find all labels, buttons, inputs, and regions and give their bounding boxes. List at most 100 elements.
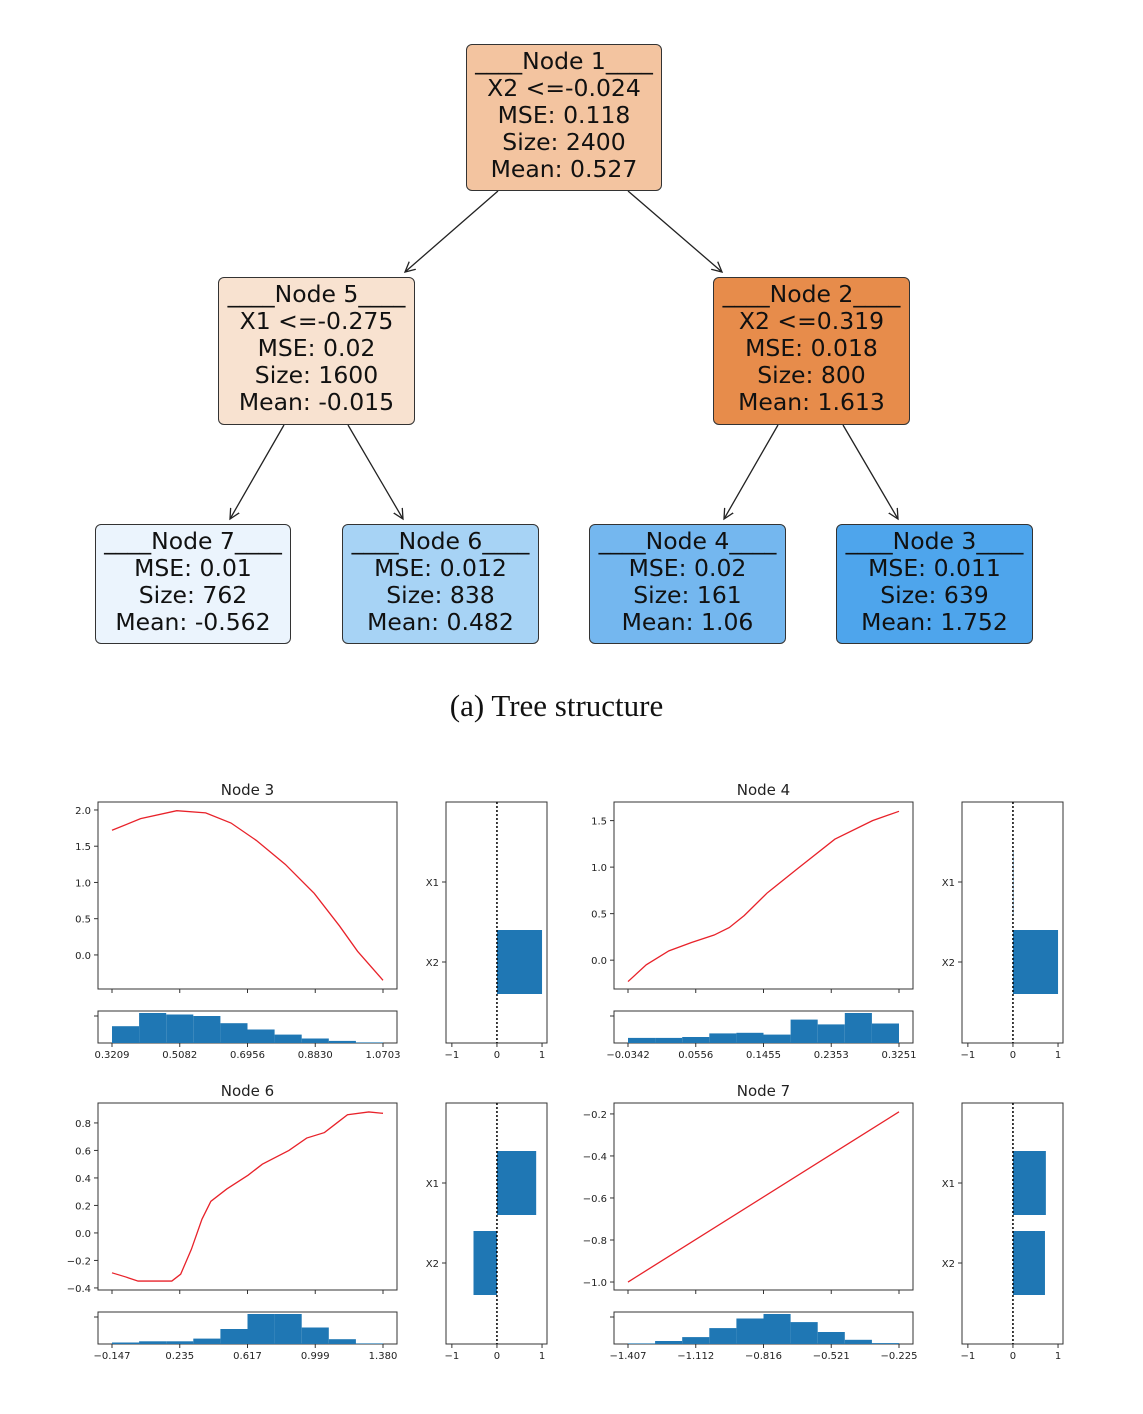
panel-node-7: Node 7 −1.0 −0.8 −0.6 −0.4 −0.2 −1.407 −1.112 −0… xyxy=(583,1082,1064,1362)
histogram-bar xyxy=(139,1341,167,1344)
x-tick-label: −1 xyxy=(444,1351,459,1362)
y-tick-label: 0.5 xyxy=(75,915,91,926)
feature-label: X1 xyxy=(942,1179,955,1190)
node-stat: Size: 639 xyxy=(880,581,989,609)
x-tick-label: 0.3251 xyxy=(882,1050,917,1061)
plot-title: Node 4 xyxy=(737,781,790,799)
node-stat: X1 <=-0.275 xyxy=(239,307,394,335)
edge-arrow xyxy=(405,190,499,272)
histogram-bar xyxy=(871,1023,899,1043)
x-tick-label: −1 xyxy=(444,1050,459,1061)
panel-node-6: Node 6 −0.4 −0.2 0.0 0.2 0.4 0.6 0.8 −0.147 0.235… xyxy=(67,1082,548,1362)
x-tick-label: 0 xyxy=(1010,1050,1016,1061)
histogram-bar xyxy=(355,1042,383,1043)
y-tick-label: 0.6 xyxy=(75,1146,91,1157)
node-stat: Mean: 1.613 xyxy=(738,388,885,416)
y-tick-label: 1.0 xyxy=(75,878,91,889)
tree-node6: ____Node 6____ MSE: 0.012 Size: 838 Mean: 0… xyxy=(342,524,539,644)
importance-bar xyxy=(1012,1231,1045,1295)
node-stat: Mean: 1.752 xyxy=(861,608,1008,636)
histogram-bar xyxy=(247,1029,275,1043)
histogram-bar xyxy=(355,1343,383,1344)
x-tick-label: −1.407 xyxy=(609,1351,646,1362)
histogram-bar xyxy=(112,1026,140,1043)
x-tick-label: 0.1455 xyxy=(746,1050,781,1061)
node-stat: MSE: 0.011 xyxy=(868,554,1001,582)
x-tick-label: −0.225 xyxy=(880,1351,917,1362)
node-stat: Mean: 0.527 xyxy=(490,155,638,183)
tree-node7: ____Node 7____ MSE: 0.01 Size: 762 Mean: -0… xyxy=(95,524,291,644)
x-tick-label: −0.521 xyxy=(813,1351,850,1362)
node-stat: X2 <=0.319 xyxy=(738,307,885,335)
y-tick-label: −0.4 xyxy=(583,1152,607,1163)
histogram-bar xyxy=(139,1013,167,1043)
histogram-bar xyxy=(301,1038,329,1043)
x-tick-label: 0.5082 xyxy=(162,1050,197,1061)
histogram-bar xyxy=(274,1314,302,1344)
y-tick-label: 0.2 xyxy=(75,1201,91,1212)
x-tick-label: 1 xyxy=(1055,1351,1061,1362)
node-stat: Mean: 1.06 xyxy=(621,608,754,636)
tree-node2: ____Node 2____ X2 <=0.319 MSE: 0.018 Size: … xyxy=(713,277,910,425)
feature-label: X1 xyxy=(426,878,439,889)
edge-arrow xyxy=(230,424,285,519)
feature-label: X2 xyxy=(942,958,955,969)
y-tick-label: −0.2 xyxy=(583,1110,607,1121)
y-tick-label: 0.5 xyxy=(591,910,607,921)
histogram-bar xyxy=(166,1341,194,1344)
y-tick-label: −0.4 xyxy=(67,1284,91,1295)
x-tick-label: −0.0342 xyxy=(606,1050,649,1061)
y-tick-label: 0.8 xyxy=(75,1119,91,1130)
y-tick-label: 0.0 xyxy=(75,1229,91,1240)
curve-line xyxy=(111,1111,384,1282)
y-tick-label: −1.0 xyxy=(583,1278,607,1289)
y-tick-label: −0.2 xyxy=(67,1256,91,1267)
histogram-bar xyxy=(682,1037,710,1043)
x-tick-label: 0 xyxy=(1010,1351,1016,1362)
histogram-bar xyxy=(220,1329,248,1344)
node-stat: Size: 2400 xyxy=(502,128,626,156)
panel-node-3: Node 3 0.0 0.5 1.0 1.5 2.0 0.3209 0.5082 0.6956 0… xyxy=(75,781,548,1061)
histogram-bar xyxy=(328,1339,356,1344)
y-tick-label: 1.0 xyxy=(591,863,607,874)
x-tick-label: 0 xyxy=(494,1351,500,1362)
node-title: ____Node 5____ xyxy=(227,280,406,308)
panel-node-4: Node 4 0.0 0.5 1.0 1.5 −0.0342 0.0556 0.1455 0.2… xyxy=(591,781,1064,1061)
node-stat: MSE: 0.012 xyxy=(374,554,507,582)
histogram-bar xyxy=(301,1327,329,1344)
plot-title: Node 6 xyxy=(221,1082,274,1100)
edge-arrow xyxy=(347,424,403,519)
node-stat: Size: 762 xyxy=(138,581,248,609)
x-tick-label: −1.112 xyxy=(677,1351,714,1362)
node-stat: X2 <=-0.024 xyxy=(487,74,641,102)
importance-bar xyxy=(1012,1151,1046,1215)
histogram-bar xyxy=(655,1341,683,1344)
y-tick-label: −0.8 xyxy=(583,1236,607,1247)
histogram-bar xyxy=(709,1328,737,1344)
histogram-bar xyxy=(844,1339,872,1344)
edge-arrow xyxy=(724,424,779,519)
plot-title: Node 7 xyxy=(737,1082,790,1100)
histogram-bar xyxy=(817,1332,845,1344)
node-stat: Mean: 0.482 xyxy=(367,608,514,636)
curve-line xyxy=(111,810,384,981)
node-stat: Size: 1600 xyxy=(254,361,379,389)
curve-line xyxy=(627,810,900,983)
histogram-bar xyxy=(274,1034,302,1043)
x-tick-label: 1 xyxy=(539,1351,545,1362)
edge-arrow xyxy=(627,190,722,272)
histogram-bar xyxy=(193,1338,221,1344)
tree-node4: ____Node 4____ MSE: 0.02 Size: 161 Mean: 1.… xyxy=(589,524,786,644)
node-stat: Size: 161 xyxy=(633,581,742,609)
feature-label: X1 xyxy=(942,878,955,889)
plot-title: Node 3 xyxy=(221,781,274,799)
histogram-bar xyxy=(328,1040,356,1043)
feature-label: X2 xyxy=(426,958,439,969)
x-tick-label: −1 xyxy=(960,1351,975,1362)
importance-bar xyxy=(1012,930,1059,994)
histogram-bar xyxy=(193,1016,221,1043)
node-title: ____Node 7____ xyxy=(104,527,282,555)
edge-arrow xyxy=(842,424,898,519)
node-title: ____Node 2____ xyxy=(722,280,901,308)
